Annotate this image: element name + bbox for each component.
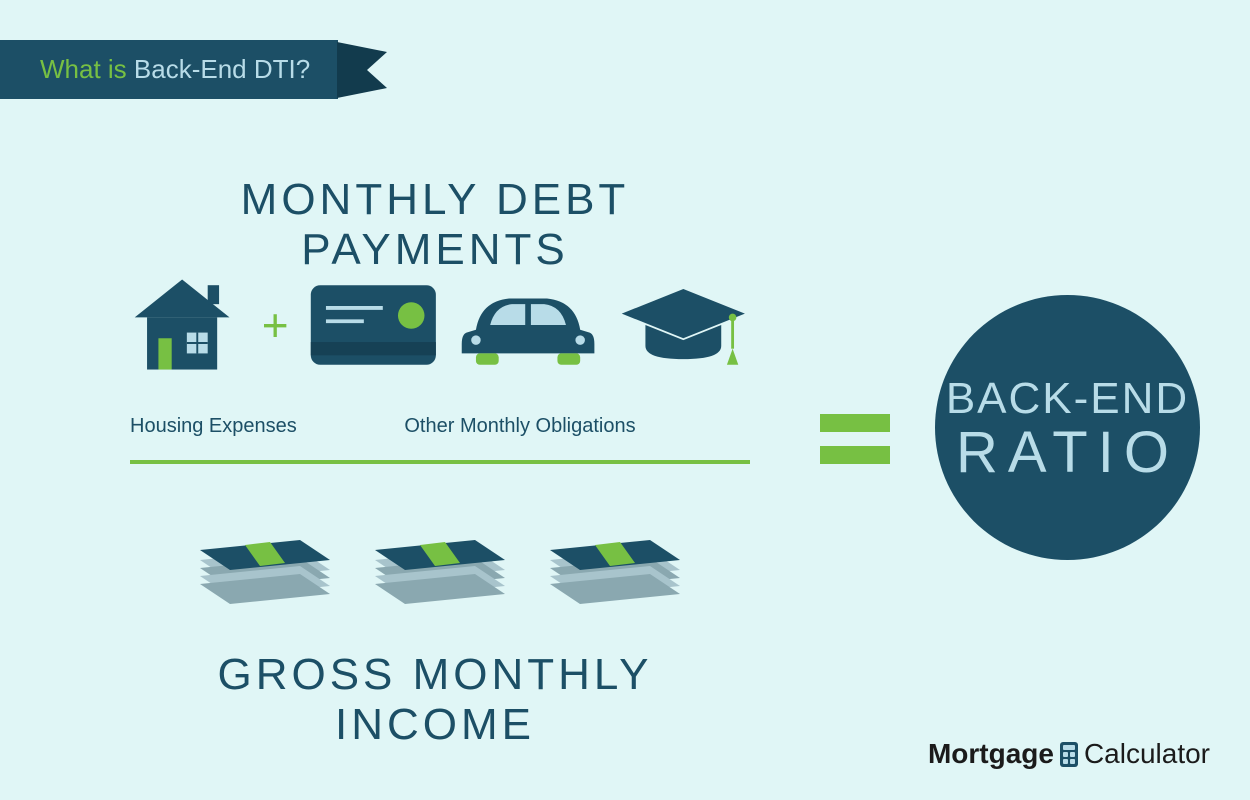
- ribbon-tail-icon: [337, 42, 397, 98]
- cash-stack-icon: [190, 500, 340, 610]
- fraction-divider: [130, 460, 750, 464]
- credit-card-icon: [307, 275, 440, 375]
- banner-subject: Back-End DTI?: [134, 54, 310, 84]
- numerator-labels: Housing Expenses Other Monthly Obligatio…: [130, 415, 750, 438]
- equals-icon: [820, 400, 890, 478]
- brand-logo: Mortgage Calculator: [928, 738, 1210, 770]
- other-obligations-label: Other Monthly Obligations: [330, 415, 750, 438]
- title-banner: What is Back-End DTI?: [0, 40, 398, 99]
- housing-label: Housing Expenses: [130, 415, 330, 438]
- result-line2: RATIO: [956, 424, 1179, 482]
- logo-part1: Mortgage: [928, 738, 1054, 770]
- result-circle: BACK-END RATIO: [935, 295, 1200, 560]
- cash-stack-icon: [540, 500, 690, 610]
- numerator-icons: +: [130, 255, 750, 395]
- logo-part2: Calculator: [1084, 738, 1210, 770]
- car-icon: [457, 275, 599, 375]
- house-icon: [130, 265, 244, 385]
- banner-prefix: What is: [40, 54, 127, 84]
- denominator-icons: [130, 500, 750, 610]
- graduation-cap-icon: [617, 275, 750, 375]
- plus-icon: +: [262, 302, 289, 348]
- calculator-icon: [1060, 742, 1078, 767]
- denominator-heading: GROSS MONTHLY INCOME: [130, 650, 740, 750]
- cash-stack-icon: [365, 500, 515, 610]
- result-line1: BACK-END: [946, 374, 1189, 424]
